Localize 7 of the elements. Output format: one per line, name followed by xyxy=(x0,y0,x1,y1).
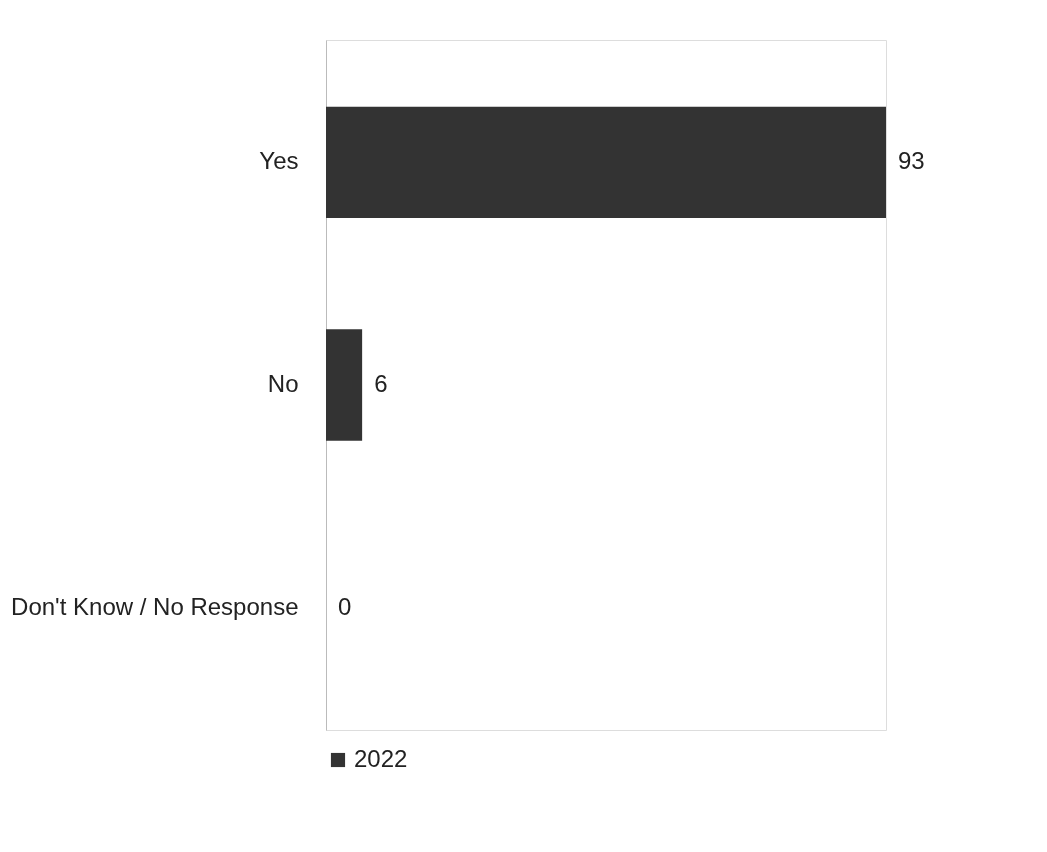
data-label: 0 xyxy=(338,592,352,620)
y-tick-label: Don't Know / No Response xyxy=(11,592,299,620)
legend-label: 2022 xyxy=(354,745,408,772)
data-label: 93 xyxy=(898,147,925,175)
y-tick-label: Yes xyxy=(259,147,299,175)
y-tick-label: No xyxy=(267,370,299,397)
data-label: 6 xyxy=(374,370,388,397)
